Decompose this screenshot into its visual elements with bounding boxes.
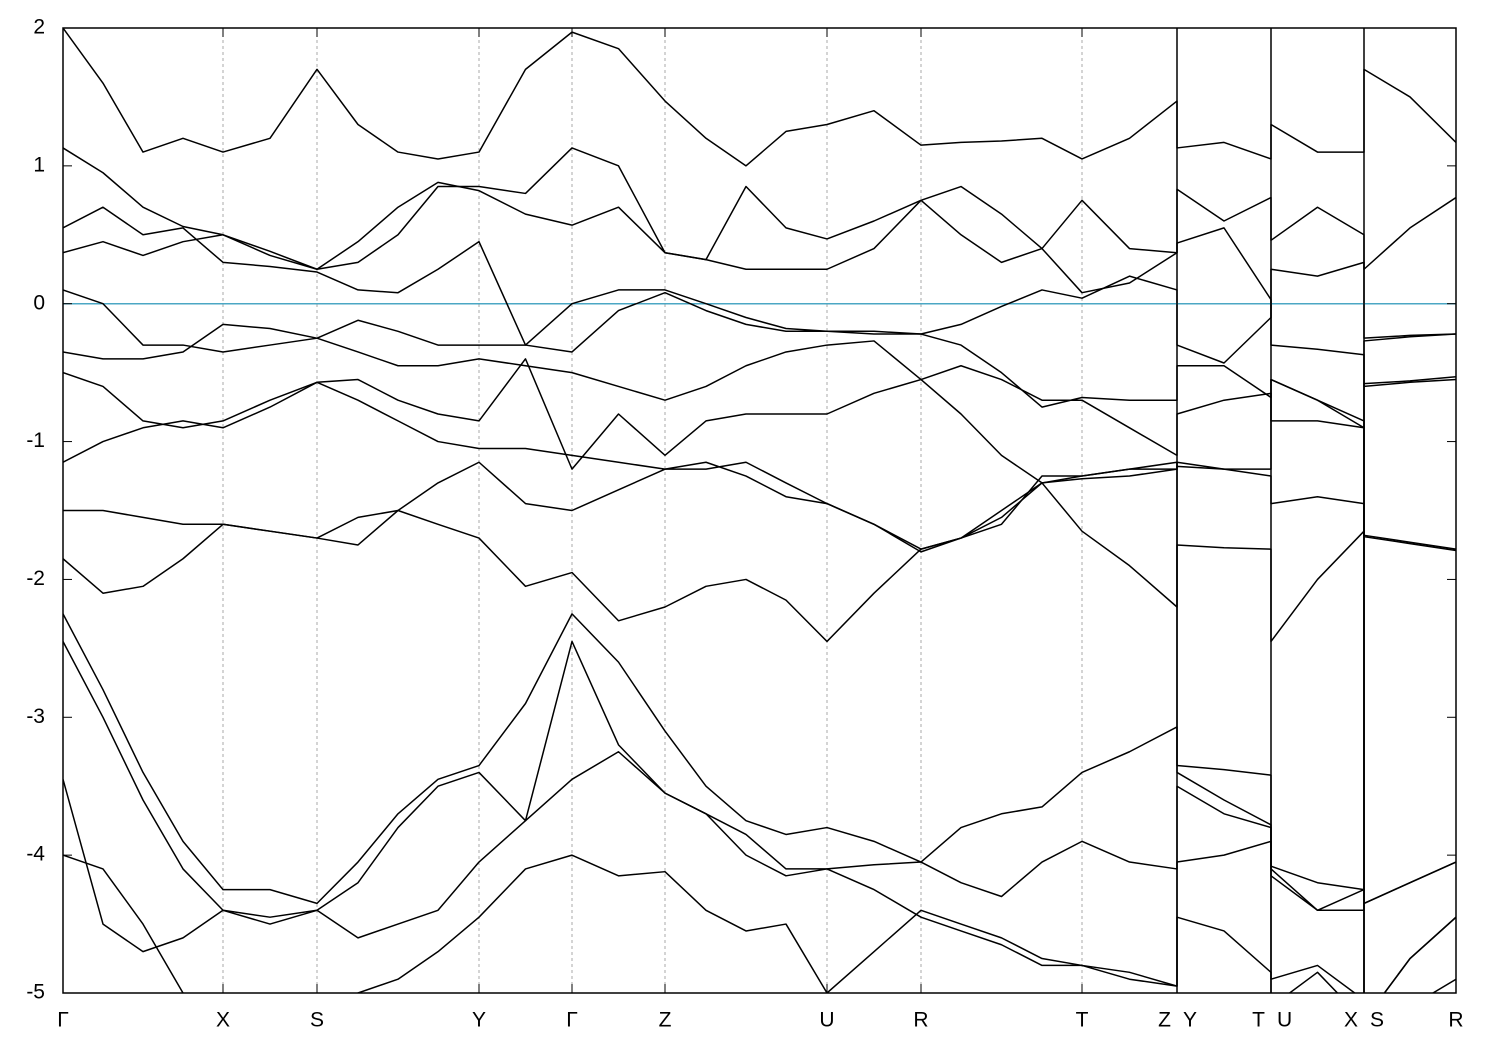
y-tick-label: -1	[26, 429, 45, 452]
band-line	[63, 206, 1456, 364]
band-line	[63, 147, 1456, 270]
y-tick-label: 2	[33, 16, 45, 39]
band-line	[63, 333, 1456, 594]
y-tick-label: 0	[33, 291, 45, 314]
band-line	[63, 640, 1456, 993]
x-tick-label: Γ	[566, 1009, 578, 1032]
x-tick-label: Z	[659, 1009, 672, 1032]
band-line	[63, 613, 1456, 912]
x-tick-label: T	[1252, 1009, 1265, 1032]
bands	[63, 28, 1456, 993]
y-tick-label: -4	[26, 843, 45, 866]
y-tick-label: -3	[26, 705, 45, 728]
x-tick-label: U	[819, 1009, 834, 1032]
x-tick-label: Z	[1158, 1009, 1171, 1032]
x-tick-label: R	[913, 1009, 928, 1032]
x-tick-label: U	[1277, 1009, 1292, 1032]
band-line	[63, 147, 1456, 388]
y-tick-label: 1	[33, 153, 45, 176]
x-tick-label: Y	[1183, 1009, 1197, 1032]
y-tick-label: -5	[26, 981, 45, 1004]
y-tick-label: -2	[26, 567, 45, 590]
x-tick-label: X	[1344, 1009, 1358, 1032]
x-tick-label: S	[1370, 1009, 1384, 1032]
band-line	[63, 323, 1456, 905]
band-line	[63, 751, 1456, 993]
band-line	[63, 358, 1456, 993]
band-line	[63, 28, 1456, 167]
x-tick-label: S	[310, 1009, 324, 1032]
x-tick-label: Γ	[57, 1009, 69, 1032]
x-tick-label: R	[1448, 1009, 1463, 1032]
band-line	[63, 785, 1456, 993]
x-tick-label: Y	[472, 1009, 486, 1032]
plot-frame	[62, 27, 1457, 994]
x-tick-label: T	[1076, 1009, 1089, 1032]
x-tick-label: X	[216, 1009, 230, 1032]
band-line	[63, 381, 1456, 643]
